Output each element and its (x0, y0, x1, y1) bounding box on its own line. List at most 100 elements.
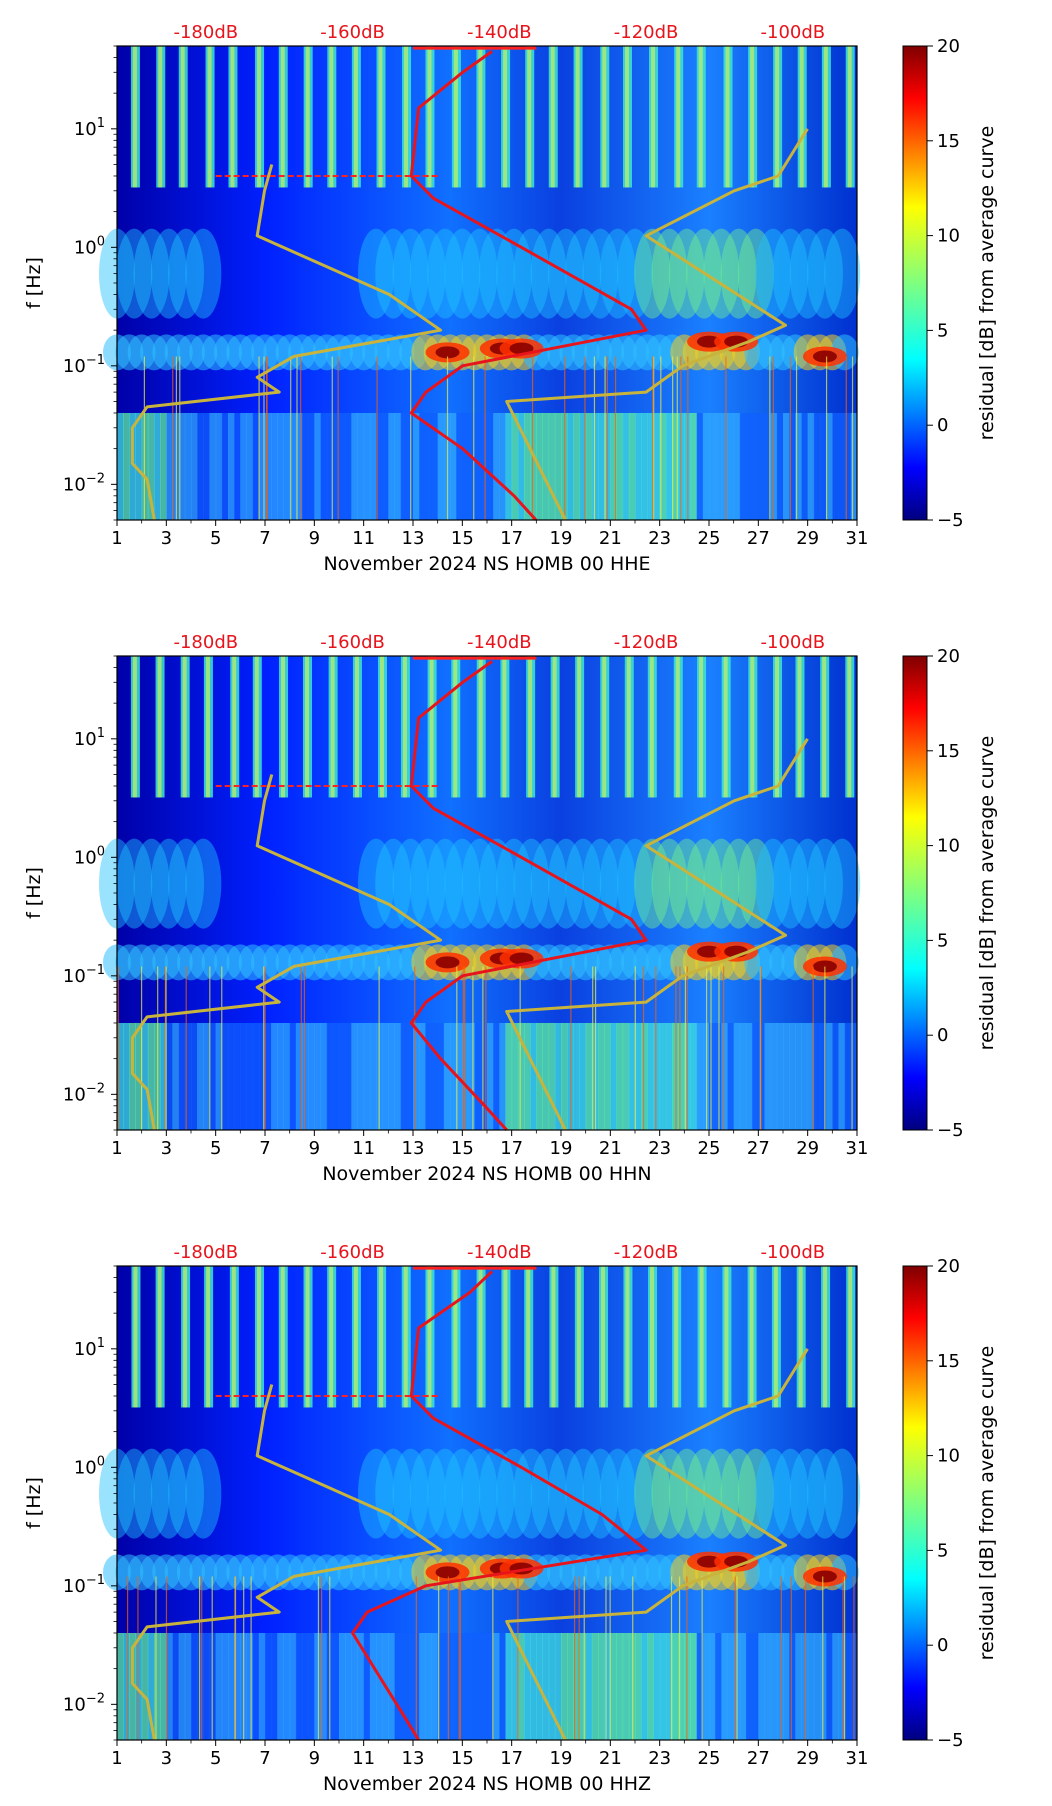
heatmap-microseism-band (99, 46, 861, 520)
heatmap-stripe-core (280, 46, 285, 188)
heatmap-cell (265, 1632, 272, 1740)
heatmap-blob (720, 228, 757, 319)
heatmap-cell (739, 1022, 747, 1130)
heatmap-stripe-core (305, 1266, 310, 1408)
heatmap-stripe-core (478, 46, 483, 188)
db-label: -100dB (761, 22, 826, 43)
heatmap-cell (530, 412, 537, 520)
heatmap-cell (598, 1022, 605, 1130)
heatmap-blob (806, 838, 843, 929)
heatmap-cell (197, 1632, 204, 1740)
heatmap-blob (513, 1448, 550, 1539)
heatmap-cell (776, 1022, 784, 1130)
x-axis-label: November 2024 NS HOMB 00 HHZ (323, 1773, 651, 1795)
heatmap-cell (628, 1022, 636, 1130)
heatmap-cell (283, 1632, 291, 1740)
heatmap-cell (221, 412, 229, 520)
heatmap-cell (795, 1022, 802, 1130)
heatmap-cell (425, 1022, 432, 1130)
heatmap-stripe-core (602, 46, 607, 188)
heatmap-cell (437, 412, 445, 520)
heatmap-blob (133, 228, 170, 319)
heatmap-cell (505, 1632, 513, 1740)
heatmap-cell (363, 1632, 371, 1740)
heatmap-cell (616, 412, 624, 520)
heatmap-cell (191, 412, 198, 520)
heatmap-cell (844, 1022, 852, 1130)
heatmap-stripe-core (725, 46, 730, 188)
colorbar-tick-label: −5 (937, 510, 964, 531)
heatmap-cell (542, 1632, 550, 1740)
heatmap-cell (832, 412, 839, 520)
heatmap-cell (573, 412, 580, 520)
y-tick-exponent: −1 (86, 353, 105, 368)
heatmap-cell (314, 412, 321, 520)
heatmap-cell (709, 412, 716, 520)
heatmap-cell (376, 412, 383, 520)
heatmap-cell (795, 1632, 802, 1740)
heatmap-cell (302, 412, 309, 520)
heatmap-cell (443, 1022, 451, 1130)
db-label: -120dB (614, 632, 679, 653)
heatmap-stripe-core (699, 656, 704, 798)
y-tick-base: 10 (74, 1457, 97, 1478)
heatmap-blob (617, 228, 653, 319)
db-label: -140dB (467, 1242, 532, 1263)
heatmap-cell (141, 412, 149, 520)
heatmap-cell (690, 1022, 698, 1130)
heatmap-stripe-core (254, 656, 259, 798)
heatmap-cell (320, 1022, 328, 1130)
heatmap-blob (116, 838, 153, 929)
heatmap-cell (542, 412, 550, 520)
heatmap-cell (283, 412, 291, 520)
heatmap-blob (478, 1448, 515, 1539)
heatmap-cell (690, 412, 698, 520)
y-tick-label: 101 (74, 1336, 105, 1360)
heatmap-blob (789, 1448, 826, 1539)
y-tick-base: 10 (63, 966, 86, 987)
heatmap-blob (651, 838, 688, 929)
x-tick-label: 17 (500, 1748, 523, 1769)
y-axis-label: f [Hz] (23, 1477, 45, 1529)
x-tick-label: 23 (648, 1138, 671, 1159)
heatmap-cell (752, 1022, 759, 1130)
heatmap-stripe-core (256, 1266, 261, 1408)
heatmap-cell (487, 412, 494, 520)
heatmap-hotspot-core (435, 956, 460, 969)
heatmap-cell (339, 1022, 346, 1130)
heatmap-blob (478, 228, 515, 319)
heatmap-cell (295, 1022, 303, 1130)
colorbar-tick-label: −5 (937, 1730, 964, 1751)
heatmap-cell (659, 412, 667, 520)
heatmap-blob (634, 228, 671, 319)
heatmap-stripe-core (527, 46, 532, 188)
heatmap-cell (542, 1022, 550, 1130)
heatmap-blob (496, 838, 533, 929)
y-tick-label: 10−2 (63, 1081, 105, 1105)
heatmap-blob (737, 838, 774, 929)
colorbar-tick-label: 0 (937, 1025, 948, 1046)
y-tick-exponent: −2 (86, 471, 105, 486)
heatmap-cell (178, 1632, 186, 1740)
colorbar (902, 45, 928, 521)
heatmap-blob (789, 228, 826, 319)
heatmap-cell (733, 412, 741, 520)
heatmap-cell (431, 1632, 439, 1740)
heatmap-blob (133, 1448, 170, 1539)
heatmap-cell (820, 412, 827, 520)
heatmap-blob (185, 228, 222, 319)
y-tick-base: 10 (74, 847, 97, 868)
heatmap-stripe-core (330, 656, 335, 798)
x-tick-label: 5 (210, 1748, 221, 1769)
heatmap-stripe-core (379, 656, 384, 798)
heatmap-cell (598, 1632, 605, 1740)
y-tick-exponent: 1 (97, 1336, 105, 1351)
heatmap-cell (807, 1632, 815, 1740)
heatmap-cell (295, 1632, 303, 1740)
heatmap-cell (585, 412, 593, 520)
heatmap-blob (737, 228, 774, 319)
x-tick-label: 3 (161, 1138, 172, 1159)
heatmap-cell (394, 1022, 402, 1130)
colorbar-tick-label: 15 (937, 741, 960, 762)
heatmap-cell (628, 412, 636, 520)
